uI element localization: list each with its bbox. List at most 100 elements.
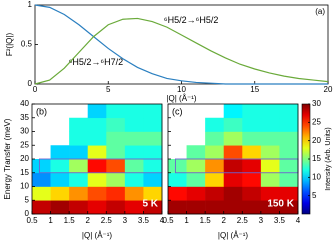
heat-cell (205, 117, 225, 132)
x-tick-label: 15 (250, 85, 259, 94)
x-tick-label: 1.5 (64, 216, 76, 225)
heat-cell (186, 145, 206, 160)
colorbar-tick-label: 20 (312, 136, 321, 145)
heat-cell (242, 104, 262, 119)
heat-cell (106, 200, 126, 215)
heat-cell (242, 172, 262, 187)
heat-cell (260, 186, 280, 201)
x-tick-label: 5 (106, 85, 111, 94)
heat-cell (106, 172, 126, 187)
heat-cell (50, 186, 70, 201)
heat-cell (205, 159, 225, 174)
panel-annotation: 150 K (267, 199, 294, 210)
heat-cell (279, 200, 299, 215)
heat-cell (124, 145, 144, 160)
colorbar-label: Intensity (Arb. Units) (325, 127, 332, 190)
heat-cell (143, 172, 163, 187)
heat-cell (223, 131, 243, 146)
x-tick-label: 1 (184, 216, 189, 225)
x-tick-label: 0.5 (26, 216, 38, 225)
heat-cell (106, 159, 126, 174)
heat-cell (223, 172, 243, 187)
y-tick-label: 5 (25, 195, 30, 204)
heat-cell (279, 131, 299, 146)
heat-cell (279, 186, 299, 201)
x-tick-label: 2.5 (237, 216, 249, 225)
heat-cell (223, 159, 243, 174)
heat-cell (124, 159, 144, 174)
colorbar-tick-label: 10 (312, 172, 321, 181)
y-tick-label: 0.5 (21, 40, 33, 49)
panel-label: (a) (315, 7, 325, 16)
heat-cell (223, 145, 243, 160)
y-tick-label: 20 (20, 154, 29, 163)
heat-cell (260, 145, 280, 160)
heat-cell (143, 117, 163, 132)
heat-cell (223, 186, 243, 201)
heat-cell (50, 172, 70, 187)
heat-cell (87, 131, 107, 146)
colorbar-tick-label: 30 (312, 99, 321, 108)
heat-cell (186, 159, 206, 174)
y-tick-label: 0 (25, 209, 30, 218)
x-axis-label: |Q| (Å⁻¹) (166, 94, 196, 103)
heat-cell (168, 186, 187, 201)
heat-cell (279, 104, 299, 119)
heat-cell (50, 159, 70, 174)
heat-cell (87, 104, 107, 119)
heat-cell (69, 159, 89, 174)
heat-cell (143, 200, 163, 215)
panel-annotation: 5 K (142, 199, 158, 210)
heat-cell (106, 186, 126, 201)
heat-cell (87, 186, 107, 201)
panel-label: (c) (172, 106, 183, 116)
heat-cell (69, 172, 89, 187)
heat-cell (260, 117, 280, 132)
heat-cell (186, 200, 206, 215)
series-label: ⁶H5/2→⁶H7/2 (69, 57, 123, 67)
x-tick-label: 10 (177, 85, 186, 94)
heat-cell (124, 172, 144, 187)
x-tick-label: 0 (33, 85, 38, 94)
heat-cell (106, 131, 126, 146)
heat-cell (124, 200, 144, 215)
y-tick-label: 40 (20, 99, 29, 108)
heat-cell (50, 200, 70, 215)
x-axis-label: |Q| (Å⁻¹) (218, 231, 248, 240)
y-tick-label: 10 (20, 182, 29, 191)
heat-cell (69, 117, 89, 132)
heat-cell (106, 117, 126, 132)
heat-cell (69, 145, 89, 160)
heat-cell (242, 159, 262, 174)
heat-cell (260, 104, 280, 119)
heat-cell (106, 104, 126, 119)
heat-cell (168, 172, 187, 187)
heat-cell (124, 117, 144, 132)
heat-cell (69, 200, 89, 215)
heat-cell (124, 186, 144, 201)
heat-cell (143, 186, 163, 201)
heat-cell (186, 186, 206, 201)
heat-cell (279, 117, 299, 132)
heat-cell (69, 131, 89, 146)
series-label: ⁶H5/2→⁶H5/2 (164, 15, 218, 25)
heat-cell (32, 200, 51, 215)
heat-cell (143, 145, 163, 160)
heat-cell (69, 186, 89, 201)
heat-cell (279, 159, 299, 174)
heat-cell (168, 159, 187, 174)
heat-cell (260, 131, 280, 146)
heat-cell (223, 200, 243, 215)
heat-cell (260, 172, 280, 187)
heat-cell (260, 159, 280, 174)
heat-cell (32, 172, 51, 187)
heat-cell (205, 131, 225, 146)
heat-cell (223, 117, 243, 132)
x-tick-label: 1 (48, 216, 53, 225)
x-tick-label: 2 (85, 216, 90, 225)
heat-cell (223, 104, 243, 119)
heat-cell (242, 186, 262, 201)
heat-cell (124, 131, 144, 146)
heat-cell (50, 145, 70, 160)
